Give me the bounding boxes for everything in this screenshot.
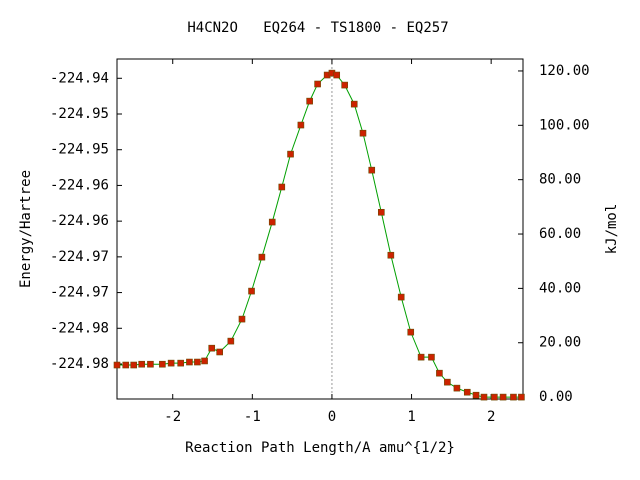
point-marker [186, 358, 193, 366]
y-axis-label: Energy/Hartree [18, 170, 34, 288]
point-marker [194, 358, 201, 366]
point-marker [147, 360, 154, 368]
point-marker [499, 393, 507, 401]
point-marker [216, 348, 223, 356]
point-marker [518, 393, 525, 401]
point-marker [436, 369, 443, 377]
y2-tick-label: 100.00 [539, 117, 590, 133]
point-marker [238, 315, 246, 323]
point-marker [387, 251, 395, 259]
y2-tick-label: 0.00 [539, 389, 573, 405]
point-marker [341, 81, 348, 89]
point-marker [201, 357, 208, 365]
point-marker [248, 287, 255, 295]
y2-tick-label: 40.00 [539, 280, 581, 296]
point-marker [444, 378, 451, 386]
point-marker [130, 361, 138, 369]
chart-title: H4CN2O EQ264 - TS1800 - EQ257 [187, 20, 448, 36]
y2-axis-label: kJ/mol [604, 204, 620, 255]
point-marker [227, 337, 235, 345]
point-marker [268, 218, 276, 226]
y-tick-label: -224.94 [50, 70, 109, 86]
x-axis-label: Reaction Path Length/A amu^{1/2} [185, 440, 455, 456]
y2-tick-label: 20.00 [539, 335, 581, 351]
y-tick-label: -224.98 [50, 320, 109, 336]
point-marker [510, 393, 517, 401]
point-marker [297, 121, 305, 129]
point-marker [278, 183, 286, 191]
x-tick-label: 2 [487, 409, 495, 425]
point-marker [428, 353, 435, 361]
x-tick-label: -1 [244, 409, 261, 425]
y2-tick-label: 120.00 [539, 63, 590, 79]
y-tick-label: -224.98 [50, 356, 109, 372]
y-tick-label: -224.96 [50, 177, 109, 193]
point-marker [138, 360, 145, 368]
y2-tick-label: 60.00 [539, 226, 581, 242]
point-marker [480, 393, 488, 401]
point-marker [407, 328, 415, 336]
point-marker [306, 97, 313, 105]
point-marker [463, 388, 471, 396]
point-marker [417, 353, 425, 361]
y-tick-label: -224.97 [50, 285, 109, 301]
point-marker [359, 129, 367, 137]
point-marker [122, 361, 130, 369]
series-line [117, 72, 522, 398]
point-marker [208, 344, 216, 352]
x-tick-label: 0 [328, 409, 336, 425]
x-tick-label: -2 [164, 409, 181, 425]
plot-frame [116, 58, 524, 400]
point-marker [453, 384, 461, 392]
point-marker [287, 150, 294, 158]
point-marker [333, 71, 341, 79]
y-tick-label: -224.95 [50, 142, 109, 158]
point-marker [177, 359, 184, 367]
point-marker [159, 360, 166, 368]
point-marker [350, 100, 358, 108]
point-marker [377, 208, 385, 216]
x-tick-label: 1 [407, 409, 415, 425]
point-marker [258, 253, 266, 261]
point-marker [397, 293, 405, 301]
y2-tick-label: 80.00 [539, 172, 581, 188]
point-marker [491, 393, 498, 401]
point-marker [113, 361, 121, 369]
point-marker [167, 359, 175, 367]
y-tick-label: -224.95 [50, 106, 109, 122]
y-tick-label: -224.97 [50, 249, 109, 265]
point-marker [314, 80, 321, 88]
y-tick-label: -224.96 [50, 213, 109, 229]
point-marker [472, 391, 480, 399]
point-marker [368, 166, 376, 174]
